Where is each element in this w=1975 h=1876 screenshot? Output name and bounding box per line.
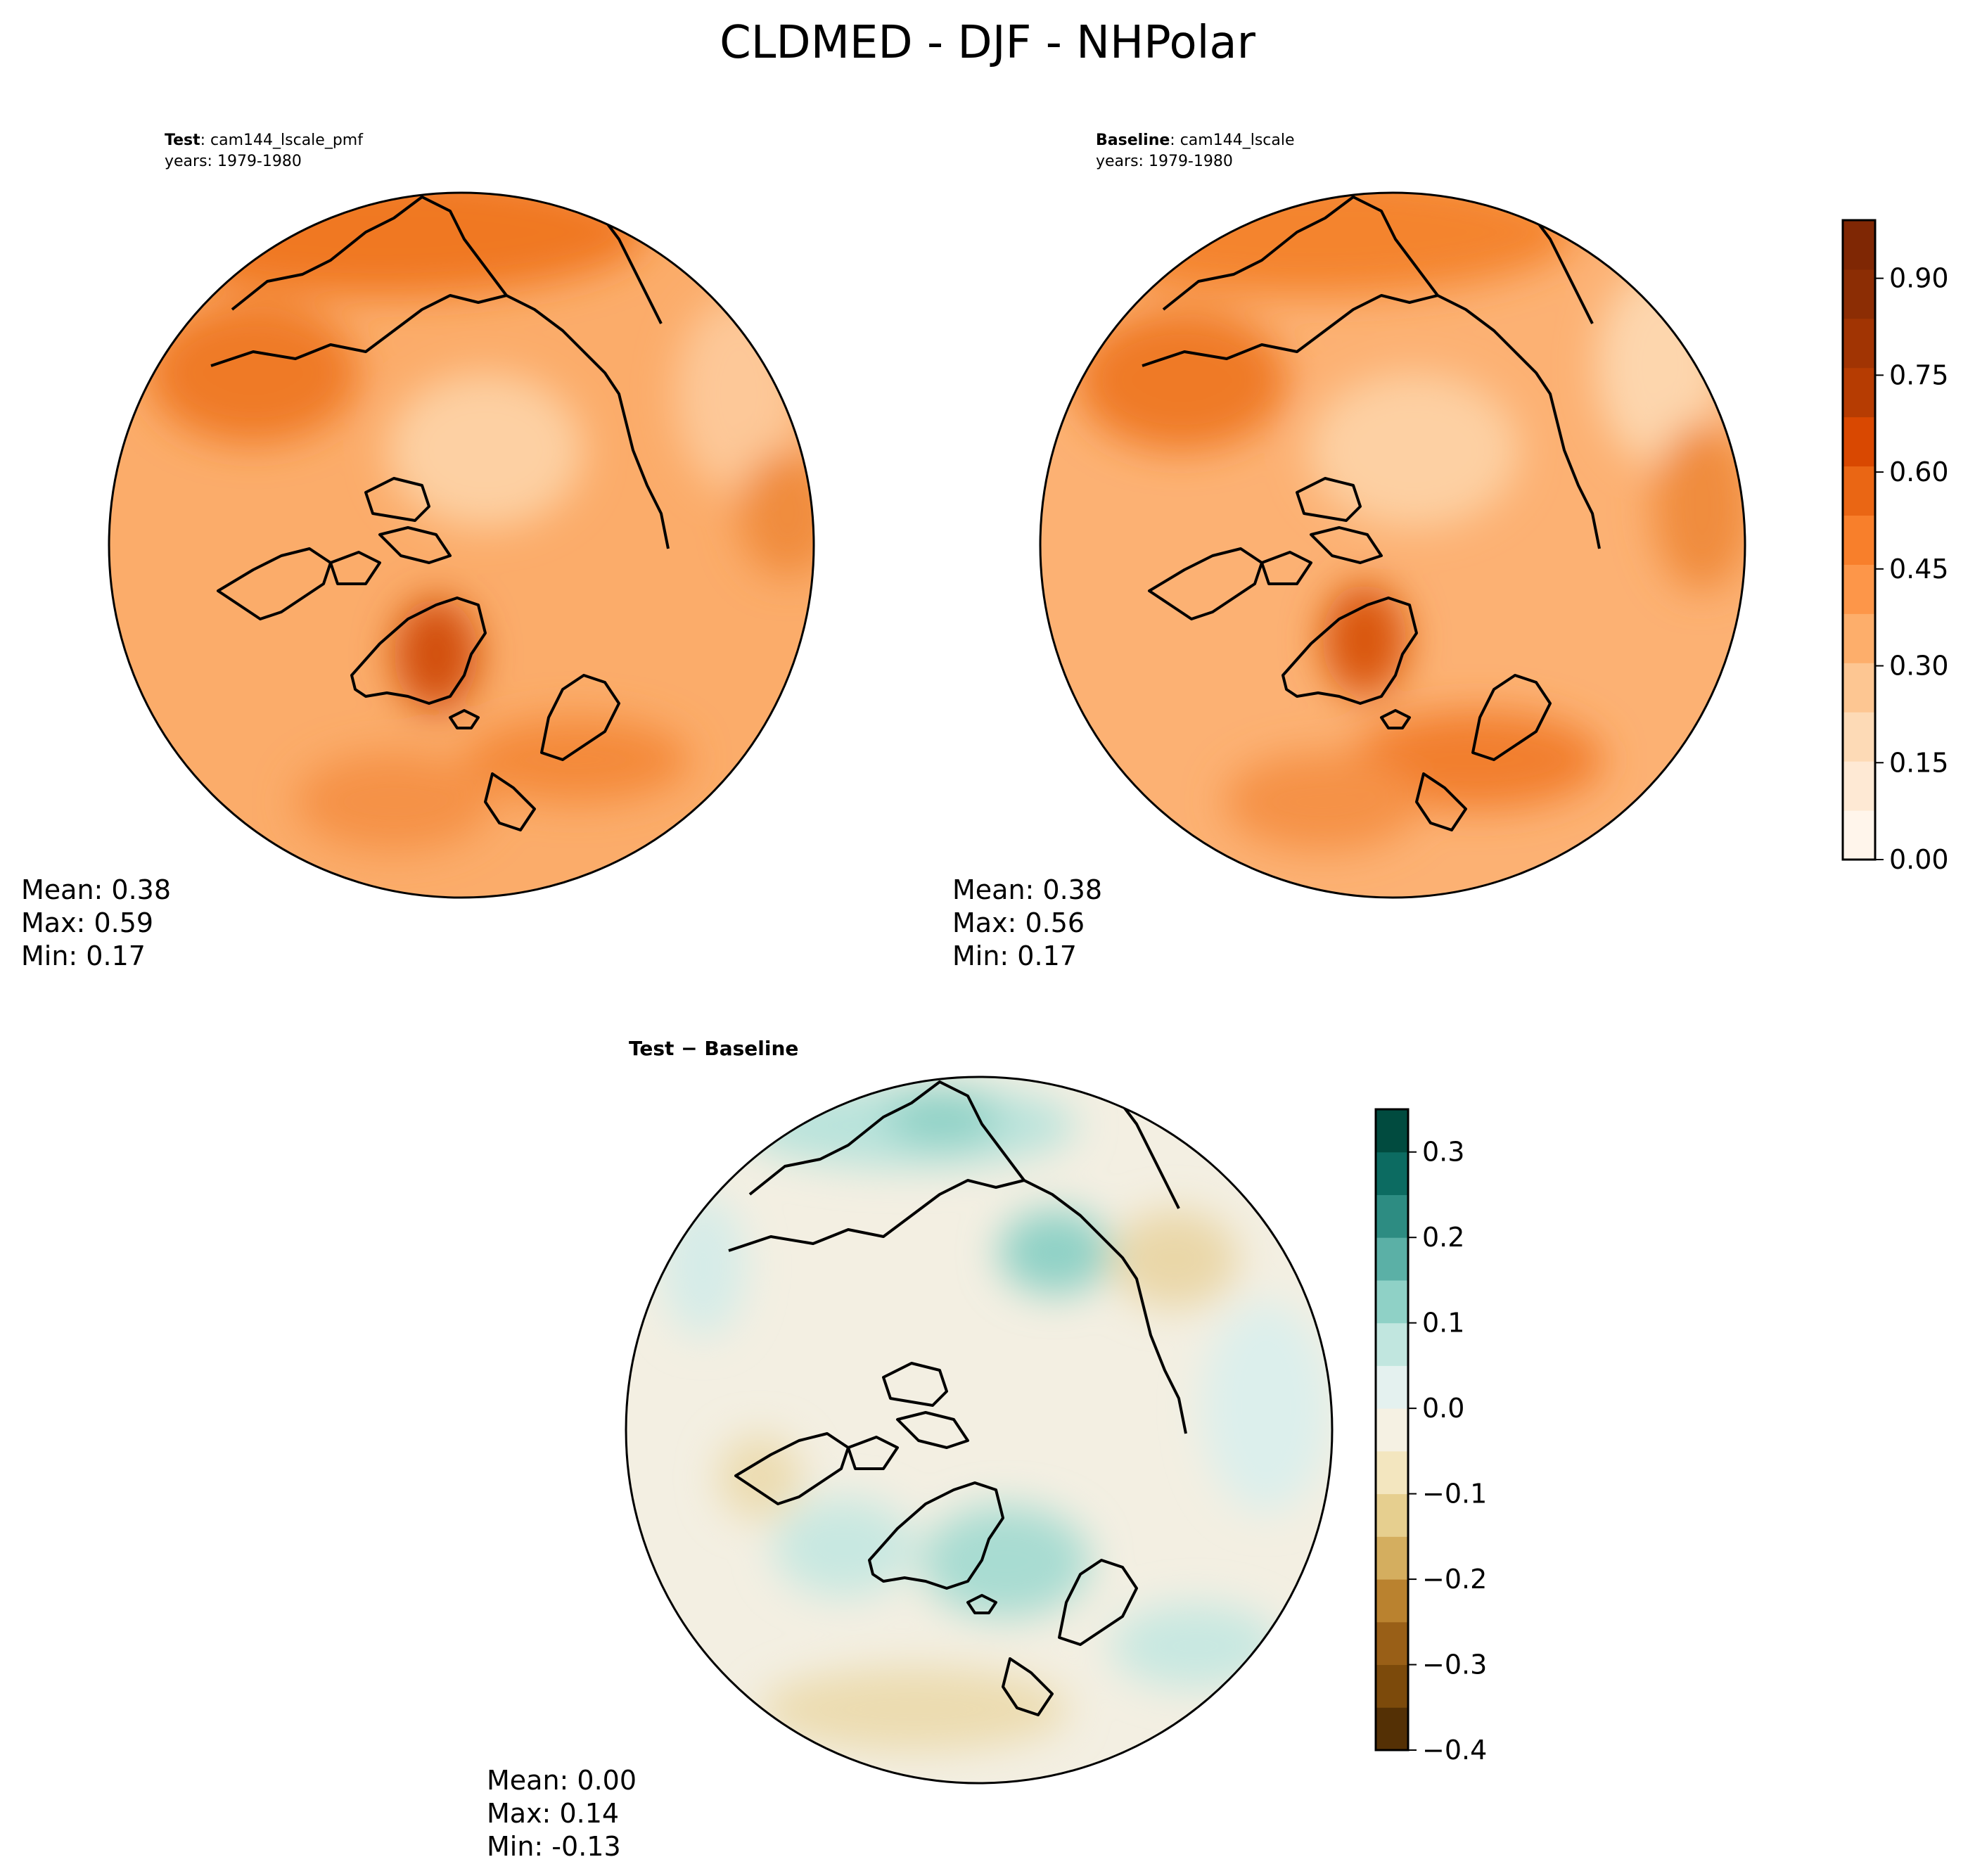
diff-colorbar-segment [1376, 1323, 1408, 1366]
diff-colorbar-tick-label: −0.4 [1422, 1735, 1487, 1766]
main-colorbar-segment [1843, 220, 1875, 269]
diff-colorbar-tick-label: −0.2 [1422, 1564, 1487, 1595]
diff-colorbar-segment [1376, 1622, 1408, 1665]
diff-mean: Mean: 0.00 [487, 1765, 637, 1796]
baseline-label-rest: : cam144_lscale [1170, 132, 1294, 149]
diff-colorbar-segment [1376, 1152, 1408, 1195]
diff-colorbar-tick-label: 0.1 [1422, 1308, 1464, 1339]
baseline-label: Baseline: cam144_lscale [1096, 132, 1295, 149]
test-years: years: 1979-1980 [165, 153, 302, 170]
diff-colorbar-segment [1376, 1579, 1408, 1622]
main-colorbar-segment [1843, 613, 1875, 663]
diff-colorbar-tick-label: −0.3 [1422, 1650, 1487, 1680]
diff-colorbar-tick-label: 0.2 [1422, 1222, 1464, 1253]
main-colorbar-segment [1843, 663, 1875, 712]
diff-colorbar-segment [1376, 1194, 1408, 1237]
baseline-mean: Mean: 0.38 [952, 874, 1102, 905]
main-colorbar-segment [1843, 269, 1875, 319]
diff-colorbar-segment [1376, 1494, 1408, 1537]
main-colorbar-segment [1843, 368, 1875, 417]
main-colorbar-segment [1843, 516, 1875, 565]
test-max: Max: 0.59 [21, 907, 153, 938]
diff-colorbar-tick-label: 0.3 [1422, 1137, 1464, 1168]
main-colorbar-segment [1843, 564, 1875, 613]
baseline-min: Min: 0.17 [952, 940, 1077, 971]
diff-colorbar-tick-label: −0.1 [1422, 1479, 1487, 1510]
main-colorbar-tick-label: 0.75 [1889, 359, 1949, 390]
test-label: Test: cam144_lscale_pmf [165, 132, 364, 149]
diff-colorbar-segment [1376, 1536, 1408, 1579]
baseline-panel: Baseline: cam144_lscale years: 1979-1980… [952, 132, 1751, 971]
diff-label: Test − Baseline [629, 1037, 798, 1060]
main-colorbar-segment [1843, 319, 1875, 368]
diff-colorbar-segment [1376, 1280, 1408, 1323]
main-colorbar-tick-label: 0.15 [1889, 747, 1949, 778]
main-colorbar-tick-label: 0.00 [1889, 844, 1949, 875]
main-colorbar-tick-label: 0.90 [1889, 263, 1949, 294]
diff-colorbar-segment [1376, 1707, 1408, 1750]
diff-colorbar: −0.4 −0.3 −0.2 −0.1 0.0 0.1 0.2 0.3 [1376, 1109, 1487, 1766]
test-label-bold: Test [165, 132, 200, 149]
diff-map [619, 1069, 1343, 1794]
main-colorbar-segment [1843, 417, 1875, 466]
baseline-years: years: 1979-1980 [1096, 153, 1233, 170]
diff-panel: Test − Baseline Mean: 0.00 Max: 0.14 Min… [487, 1037, 1343, 1862]
main-colorbar-tick-label: 0.45 [1889, 554, 1949, 585]
main-colorbar: 0.00 0.15 0.30 0.45 0.60 0.75 0.90 [1843, 220, 1949, 875]
diff-colorbar-segment [1376, 1237, 1408, 1280]
diff-max: Max: 0.14 [487, 1798, 619, 1829]
baseline-label-bold: Baseline [1096, 132, 1170, 149]
diff-colorbar-segment [1376, 1665, 1408, 1708]
test-panel: Test: cam144_lscale_pmf years: 1979-1980… [21, 132, 837, 971]
main-colorbar-segment [1843, 761, 1875, 810]
baseline-max: Max: 0.56 [952, 907, 1085, 938]
test-min: Min: 0.17 [21, 940, 146, 971]
diff-colorbar-segment [1376, 1408, 1408, 1451]
test-mean: Mean: 0.38 [21, 874, 171, 905]
main-colorbar-segment [1843, 712, 1875, 761]
diff-colorbar-tick-label: 0.0 [1422, 1393, 1464, 1424]
diff-min: Min: -0.13 [487, 1831, 621, 1862]
main-colorbar-tick-label: 0.30 [1889, 651, 1949, 682]
figure-title: CLDMED - DJF - NHPolar [720, 17, 1256, 69]
test-label-rest: : cam144_lscale_pmf [200, 132, 364, 149]
diff-colorbar-segment [1376, 1365, 1408, 1408]
main-colorbar-tick-label: 0.60 [1889, 457, 1949, 487]
diff-colorbar-segment [1376, 1451, 1408, 1494]
main-colorbar-segment [1843, 466, 1875, 516]
main-colorbar-segment [1843, 810, 1875, 860]
diff-colorbar-segment [1376, 1109, 1408, 1152]
baseline-map [1034, 169, 1751, 907]
